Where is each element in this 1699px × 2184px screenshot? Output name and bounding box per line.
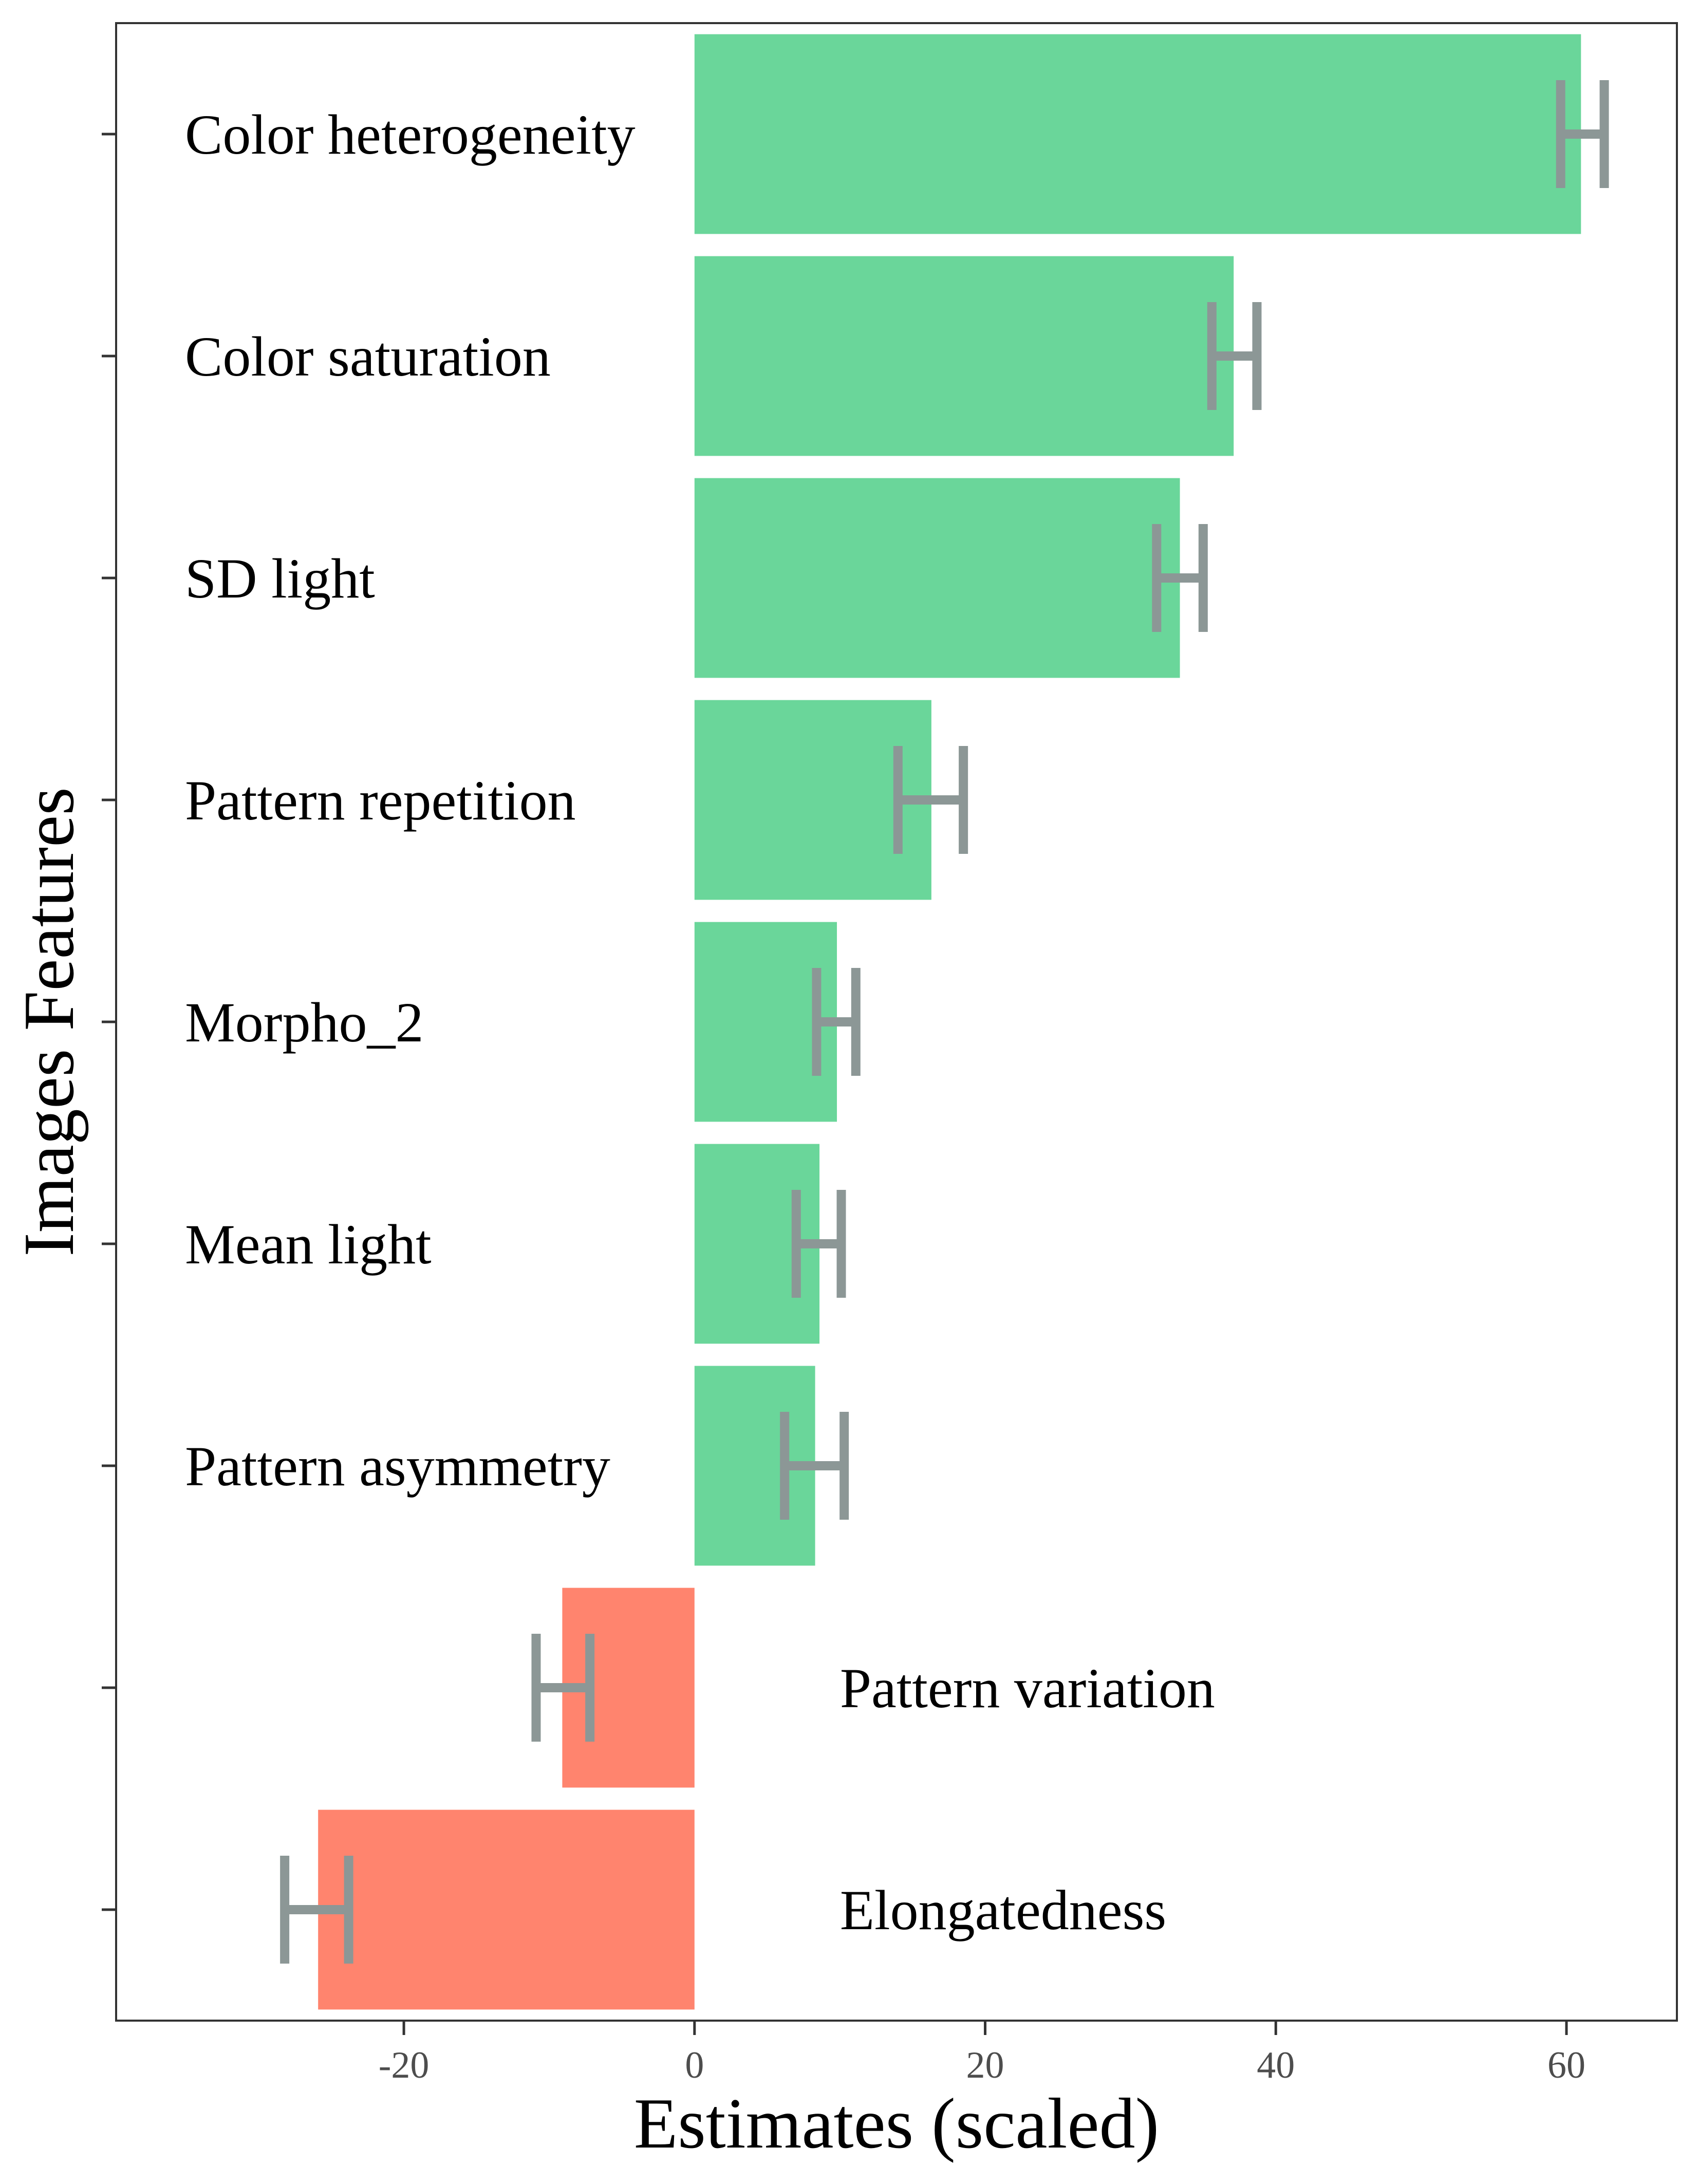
x-tick-label: 0 xyxy=(685,2044,704,2086)
feature-label: Morpho_2 xyxy=(185,991,423,1054)
feature-label: SD light xyxy=(185,547,375,610)
bar xyxy=(694,700,931,900)
feature-labels-layer: Color heterogeneity Color saturation SD li… xyxy=(185,103,1215,1942)
feature-label: Color saturation xyxy=(185,325,551,388)
y-ticks-layer xyxy=(102,133,116,1911)
x-ticks-layer: -20 0 20 40 60 xyxy=(379,2021,1585,2086)
x-tick-label: 40 xyxy=(1257,2044,1295,2086)
feature-label: Pattern asymmetry xyxy=(185,1435,610,1498)
bar xyxy=(694,34,1581,234)
x-tick-label: 20 xyxy=(966,2044,1004,2086)
y-axis-title: Images Features xyxy=(9,787,89,1257)
feature-label: Mean light xyxy=(185,1213,432,1276)
bar xyxy=(694,256,1234,456)
x-tick-label: -20 xyxy=(379,2044,430,2086)
bar xyxy=(694,478,1180,678)
error-bars-layer xyxy=(280,80,1609,1964)
bar xyxy=(318,1809,695,2010)
feature-label: Pattern variation xyxy=(840,1657,1215,1720)
feature-label: Color heterogeneity xyxy=(185,103,636,166)
feature-label: Pattern repetition xyxy=(185,769,576,832)
x-axis-title: Estimates (scaled) xyxy=(634,2084,1159,2163)
x-tick-label: 60 xyxy=(1547,2044,1585,2086)
bars-layer xyxy=(318,34,1581,2010)
feature-label: Elongatedness xyxy=(840,1879,1166,1942)
